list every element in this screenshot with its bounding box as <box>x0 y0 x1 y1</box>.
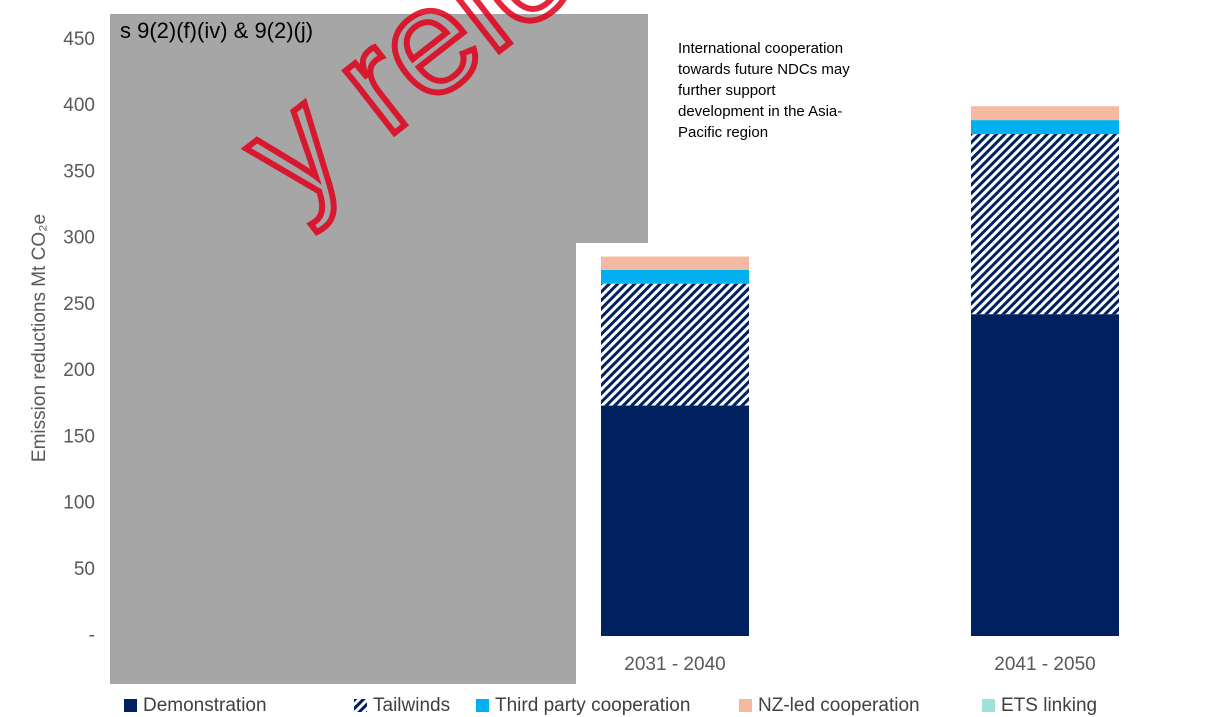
y-tick-label: 400 <box>63 95 95 116</box>
legend-swatch <box>739 699 752 712</box>
bar-segment <box>971 106 1119 121</box>
legend-swatch <box>124 699 137 712</box>
y-tick-label: - <box>89 625 95 646</box>
legend-label: Tailwinds <box>373 695 450 716</box>
y-tick-label: 450 <box>63 29 95 50</box>
plot-area: - 50 100 150 200 250 300 350 400 450 2031 - 2040 20… <box>63 29 1119 675</box>
y-tick-label: 250 <box>63 294 95 315</box>
legend-swatch <box>982 699 995 712</box>
y-tick-label: 150 <box>63 426 95 447</box>
annotation: International cooperation towards future … <box>678 40 850 141</box>
bar-segment <box>601 269 749 284</box>
annotation-line: development in the Asia- <box>678 103 842 120</box>
bar-segment <box>971 134 1119 315</box>
x-tick-label: 2031 - 2040 <box>624 654 725 675</box>
redaction-box <box>110 14 648 684</box>
annotation-line: further support <box>678 82 776 99</box>
annotation-line: International cooperation <box>678 40 843 57</box>
legend: Demonstration Tailwinds Third party cooper… <box>124 695 1097 716</box>
annotation-line: Pacific region <box>678 124 768 141</box>
bar-segment <box>601 283 749 406</box>
bar-segment <box>971 314 1119 636</box>
y-tick-label: 200 <box>63 360 95 381</box>
y-tick-label: 100 <box>63 493 95 514</box>
y-axis-label: Emission reductions Mt CO₂e <box>29 214 50 462</box>
annotation-line: towards future NDCs may <box>678 61 850 78</box>
legend-label: NZ-led cooperation <box>758 695 920 716</box>
bar-segment <box>601 405 749 636</box>
y-tick-label: 50 <box>74 559 95 580</box>
legend-label: Third party cooperation <box>495 695 690 716</box>
legend-label: Demonstration <box>143 695 267 716</box>
bar-segment <box>971 120 1119 135</box>
redaction-label: s 9(2)(f)(iv) & 9(2)(j) <box>120 18 313 43</box>
y-tick-label: 300 <box>63 228 95 249</box>
legend-label: ETS linking <box>1001 695 1097 716</box>
x-tick-label: 2041 - 2050 <box>994 654 1095 675</box>
bar-segment <box>601 256 749 270</box>
legend-swatch <box>476 699 489 712</box>
legend-swatch <box>354 699 367 712</box>
y-tick-label: 350 <box>63 161 95 182</box>
